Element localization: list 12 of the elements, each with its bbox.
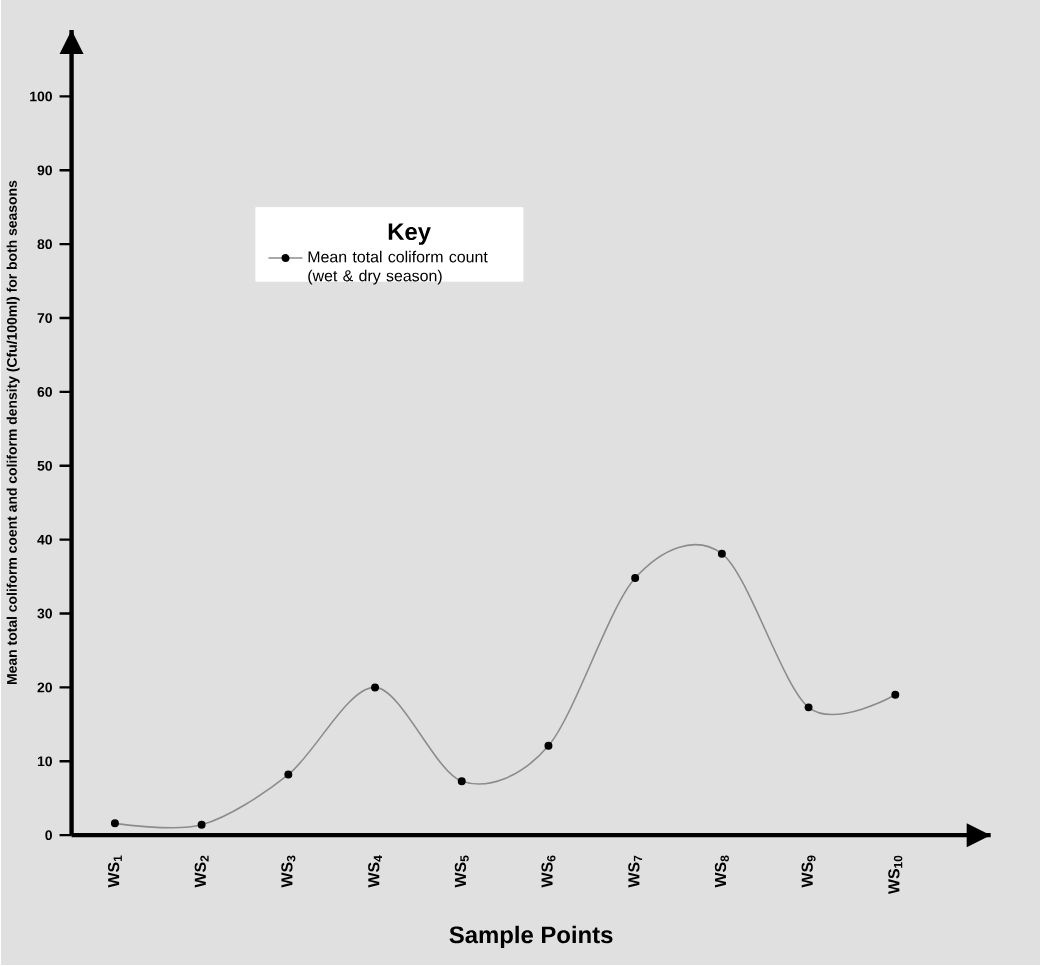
point xyxy=(371,683,380,692)
point xyxy=(284,771,293,780)
x-axis-title: Sample Points xyxy=(449,926,613,949)
point xyxy=(457,777,466,786)
point xyxy=(110,819,119,828)
point xyxy=(804,703,813,712)
point xyxy=(197,821,206,830)
legend-title: Key xyxy=(388,223,431,246)
point xyxy=(891,691,900,700)
point xyxy=(717,550,726,559)
point xyxy=(631,574,640,583)
point xyxy=(544,742,553,751)
